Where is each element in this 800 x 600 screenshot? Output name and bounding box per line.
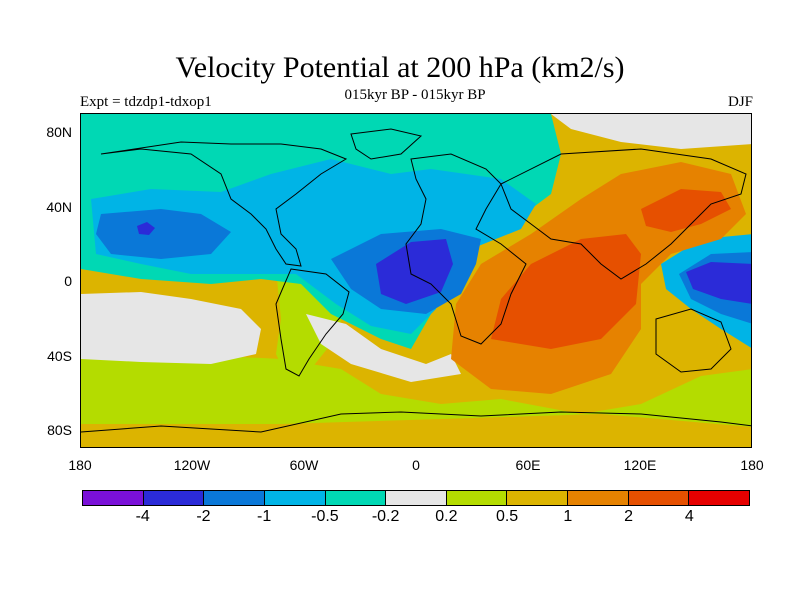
field-neutral-south-pacific — [81, 292, 261, 364]
experiment-label: Expt = tdzdp1-tdxop1 — [80, 94, 212, 110]
x-label-60w: 60W — [289, 457, 319, 473]
colorbar-swatch — [628, 491, 690, 505]
colorbar-swatch — [507, 491, 569, 505]
x-label-120w: 120W — [173, 457, 211, 473]
colorbar-swatch — [204, 491, 265, 505]
colorbar-swatch — [264, 491, 326, 505]
y-label-40s: 40S — [47, 348, 72, 364]
coast-asia — [500, 148, 747, 280]
coastlines — [81, 128, 751, 433]
colorbar-swatch — [386, 491, 447, 505]
coast-south-america — [275, 268, 350, 377]
colorbar-label: -4 — [135, 508, 150, 525]
x-label-180e: 180 — [740, 457, 764, 473]
coast-greenland — [350, 128, 423, 160]
field-neutral-south-atlantic — [306, 314, 461, 382]
colorbar — [82, 490, 750, 506]
colorbar-swatch — [446, 491, 508, 505]
x-label-120e: 120E — [623, 457, 657, 473]
colorbar-swatch — [689, 491, 750, 505]
map-subtitle: 015kyr BP - 015kyr BP — [344, 87, 486, 103]
field-neutral-arctic — [551, 114, 751, 149]
colorbar-label: -1 — [257, 508, 272, 525]
colorbar-label: -0.2 — [371, 508, 400, 525]
y-label-80n: 80N — [46, 124, 72, 140]
colorbar-label: -2 — [196, 508, 211, 525]
field-band-weak-positive — [81, 349, 751, 427]
coast-europe-africa — [405, 153, 527, 345]
y-label-80s: 80S — [47, 422, 72, 438]
coast-north-america — [100, 141, 348, 267]
coast-australia — [655, 308, 732, 373]
colorbar-label: -0.5 — [311, 508, 339, 525]
y-label-0: 0 — [64, 273, 72, 289]
colorbar-label: 1 — [563, 508, 573, 525]
colorbar-swatch — [568, 491, 629, 505]
season-label: DJF — [727, 94, 753, 110]
field-max-east-asia — [641, 189, 731, 232]
field-min-west-pacific — [686, 262, 751, 304]
map-title: Velocity Potential at 200 hPa (km2/s) — [175, 51, 625, 84]
velocity-potential-map — [80, 113, 752, 448]
x-label-180w: 180 — [68, 457, 92, 473]
field-min-atlantic — [376, 239, 453, 304]
y-label-40n: 40N — [46, 199, 72, 215]
colorbar-label: 0.2 — [435, 508, 458, 525]
coast-antarctica — [81, 411, 751, 433]
colorbar-swatch — [325, 491, 387, 505]
x-label-0: 0 — [412, 457, 420, 473]
field-max-indian-ocean — [491, 234, 641, 349]
field-moderate-negative-pacific — [96, 209, 231, 259]
colorbar-label: 0.5 — [495, 508, 519, 525]
field-min-north-pacific — [137, 222, 155, 235]
colorbar-label: 2 — [624, 508, 633, 525]
colorbar-swatch — [143, 491, 205, 505]
colorbar-label: 4 — [684, 508, 694, 525]
colorbar-swatch — [83, 491, 144, 505]
x-label-60e: 60E — [515, 457, 541, 473]
